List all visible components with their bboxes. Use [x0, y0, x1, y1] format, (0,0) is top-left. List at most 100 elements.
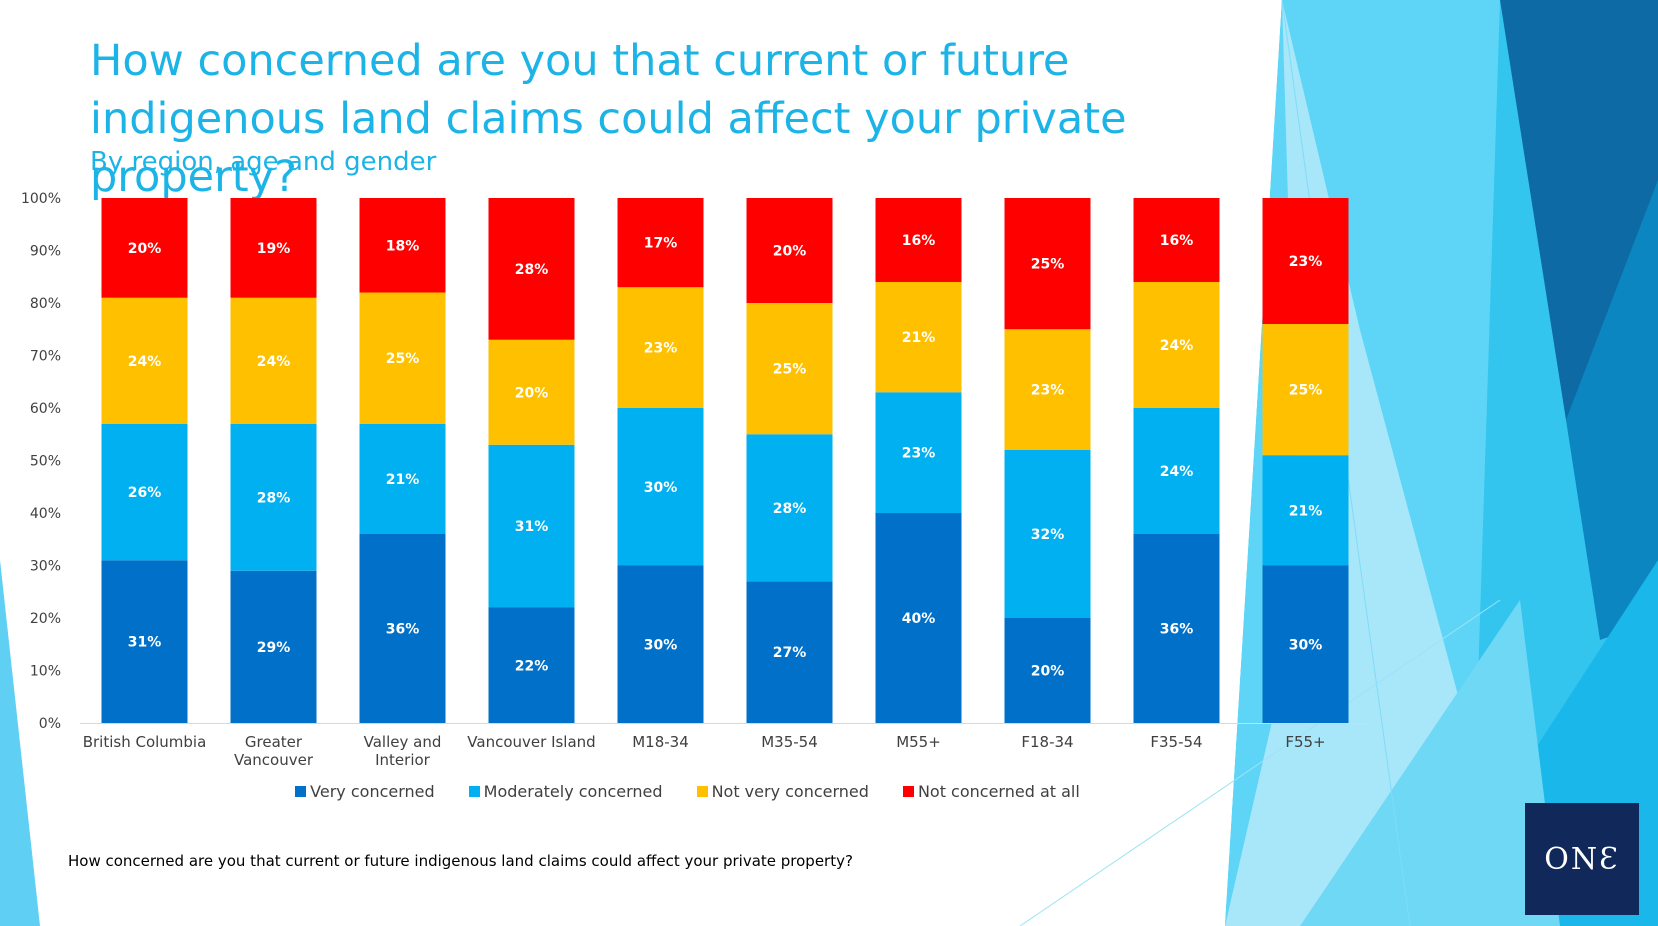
data-label: 24% — [1160, 338, 1194, 354]
x-tick-label: Valley and Interior — [364, 733, 442, 769]
data-label: 28% — [515, 262, 549, 278]
bar-segment — [1004, 198, 1091, 330]
chart-subtitle: By region, age and gender — [90, 147, 437, 177]
bar-stack: 30% 30% 23% 17% — [617, 198, 704, 723]
x-tick-label-line: F55+ — [1285, 733, 1325, 751]
data-label: 23% — [1289, 254, 1323, 270]
data-label: 30% — [1289, 637, 1323, 653]
y-tick-label: 30% — [30, 559, 61, 575]
legend-label: Very concerned — [310, 782, 435, 801]
y-tick-label: 70% — [30, 349, 61, 365]
data-label: 22% — [515, 658, 549, 674]
bar-segment — [1262, 455, 1349, 566]
bar-segment — [230, 423, 317, 571]
x-tick-label: F18-34 — [1021, 733, 1073, 751]
x-tick-label: M35-54 — [761, 733, 818, 751]
legend-label: Moderately concerned — [483, 782, 663, 801]
data-label: 23% — [644, 341, 678, 357]
data-label: 20% — [128, 241, 162, 257]
x-axis: British Columbia Greater Vancouver Valley a… — [80, 723, 1370, 769]
bar-segment — [1004, 618, 1091, 723]
bar-segment — [101, 560, 188, 723]
data-label: 25% — [1031, 257, 1065, 273]
legend-item-moderately-concerned: Moderately concerned — [468, 782, 663, 801]
x-tick-label-line: F35-54 — [1150, 733, 1202, 751]
deco-panel-mid — [1566, 180, 1658, 640]
bar-segment — [875, 392, 962, 513]
data-label: 31% — [515, 519, 549, 535]
x-tick-label: M18-34 — [632, 733, 689, 751]
data-label: 31% — [128, 635, 162, 651]
data-label: 24% — [1160, 464, 1194, 480]
data-label: 21% — [1289, 503, 1323, 519]
bar-segment — [617, 565, 704, 723]
bar-stack: 36% 24% 24% 16% — [1133, 198, 1220, 723]
x-tick-label: F35-54 — [1150, 733, 1202, 751]
legend-swatch — [468, 786, 480, 797]
bar-stack: 31% 26% 24% 20% — [101, 198, 188, 723]
bar-segment — [230, 570, 317, 723]
x-tick-label-line: M18-34 — [632, 733, 689, 751]
deco-line — [1019, 599, 1501, 926]
x-tick-label: M55+ — [896, 733, 941, 751]
bar-segment — [875, 513, 962, 723]
bar-segment — [359, 423, 446, 534]
bar-segment — [359, 198, 446, 293]
data-label: 17% — [644, 236, 678, 252]
bar-segment — [359, 292, 446, 424]
data-label: 40% — [902, 611, 936, 627]
bar-stack: 20% 32% 23% 25% — [1004, 198, 1091, 723]
data-label: 32% — [1031, 527, 1065, 543]
x-tick-label-line: Valley and — [364, 733, 442, 751]
company-logo: ONƐ — [1525, 803, 1639, 915]
data-label: 21% — [902, 330, 936, 346]
chart-legend: Very concerned Moderately concerned Not … — [0, 782, 1375, 801]
bar-stack: 29% 28% 24% 19% — [230, 198, 317, 723]
bar-segment — [617, 198, 704, 288]
y-tick-label: 0% — [39, 716, 61, 732]
x-tick-label-line: F18-34 — [1021, 733, 1073, 751]
x-tick-label-line: Vancouver Island — [467, 733, 595, 751]
deco-panel-bottom-light — [1300, 600, 1560, 926]
data-label: 26% — [128, 485, 162, 501]
bar-segment — [1262, 565, 1349, 723]
y-tick-label: 100% — [21, 191, 61, 207]
legend-label: Not very concerned — [711, 782, 869, 801]
bar-segment — [1262, 324, 1349, 456]
bar-segment — [1133, 282, 1220, 408]
bar-segment — [1133, 198, 1220, 282]
data-label: 16% — [902, 233, 936, 249]
bar-segment — [1262, 198, 1349, 324]
data-label: 19% — [257, 241, 291, 257]
bar-segment — [101, 297, 188, 424]
data-label: 20% — [515, 385, 549, 401]
bar-stack: 36% 21% 25% 18% — [359, 198, 446, 723]
x-tick-label-line: Vancouver — [234, 751, 314, 769]
bar-segment — [488, 339, 575, 445]
x-tick-label-line: M55+ — [896, 733, 941, 751]
logo-text: ONƐ — [1544, 841, 1620, 877]
bar-segment — [488, 198, 575, 340]
data-label: 18% — [386, 238, 420, 254]
deco-left-triangle — [0, 560, 40, 926]
data-label: 27% — [773, 645, 807, 661]
bar-segment — [617, 408, 704, 566]
bar-segment — [1004, 329, 1091, 450]
bar-segment — [488, 444, 575, 608]
x-tick-label-line: British Columbia — [83, 733, 207, 751]
bar-stack: 27% 28% 25% 20% — [746, 198, 833, 723]
bar-segment — [875, 282, 962, 393]
x-tick-label: F55+ — [1285, 733, 1325, 751]
data-label: 16% — [1160, 233, 1194, 249]
data-label: 23% — [1031, 383, 1065, 399]
data-label: 23% — [902, 446, 936, 462]
data-label: 30% — [644, 480, 678, 496]
data-label: 30% — [644, 637, 678, 653]
y-tick-label: 90% — [30, 244, 61, 260]
legend-item-not-very-concerned: Not very concerned — [696, 782, 869, 801]
legend-label: Not concerned at all — [917, 782, 1080, 801]
bar-segment — [488, 607, 575, 723]
bar-segment — [359, 534, 446, 723]
stacked-bar-chart: 0% 10% 20% 30% 40% 50% 60% 70% 80% 90% 100% 31% 26%… — [21, 191, 1370, 769]
y-tick-label: 50% — [30, 454, 61, 470]
